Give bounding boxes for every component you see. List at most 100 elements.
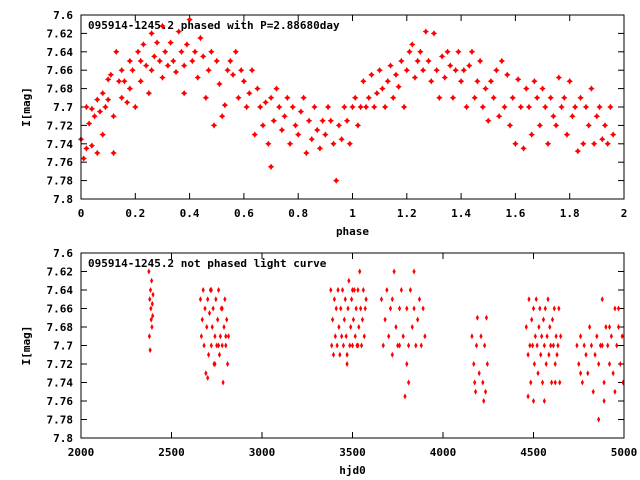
x-tick-label: 4000 bbox=[430, 446, 457, 459]
data-point bbox=[566, 78, 573, 85]
data-point bbox=[110, 113, 117, 120]
data-point bbox=[137, 57, 144, 65]
data-point bbox=[523, 85, 530, 92]
data-point bbox=[524, 324, 528, 330]
data-point bbox=[353, 333, 357, 340]
data-point bbox=[419, 342, 423, 349]
data-point bbox=[504, 71, 511, 78]
data-point bbox=[371, 103, 378, 111]
data-point bbox=[417, 48, 424, 55]
data-point bbox=[536, 370, 540, 377]
data-point bbox=[585, 122, 592, 129]
data-point bbox=[349, 324, 353, 330]
data-point bbox=[199, 53, 207, 60]
data-point bbox=[207, 310, 212, 317]
data-point bbox=[343, 296, 347, 303]
data-point bbox=[201, 287, 205, 293]
data-point bbox=[350, 287, 355, 293]
data-point bbox=[477, 370, 481, 377]
data-point bbox=[548, 324, 552, 330]
data-point bbox=[468, 48, 476, 55]
data-point bbox=[226, 361, 230, 367]
data-point bbox=[180, 62, 188, 69]
data-point bbox=[189, 57, 196, 65]
data-point bbox=[118, 94, 125, 101]
data-point bbox=[216, 316, 220, 323]
data-point bbox=[229, 71, 237, 78]
data-point bbox=[535, 342, 539, 349]
data-point bbox=[224, 342, 228, 349]
data-point bbox=[471, 94, 478, 101]
data-point bbox=[618, 361, 622, 367]
y-tick-label: 7.66 bbox=[47, 64, 74, 77]
data-point bbox=[208, 48, 215, 55]
data-point bbox=[132, 103, 139, 111]
data-point bbox=[533, 94, 541, 101]
data-point bbox=[156, 57, 163, 65]
data-point bbox=[479, 333, 483, 340]
data-point bbox=[361, 287, 365, 293]
data-point bbox=[351, 316, 356, 323]
data-point bbox=[319, 117, 326, 124]
data-point bbox=[220, 342, 224, 349]
data-point bbox=[151, 53, 158, 60]
data-point bbox=[251, 131, 258, 138]
data-point bbox=[481, 379, 485, 386]
data-point bbox=[444, 48, 451, 55]
data-point bbox=[597, 361, 601, 367]
data-point bbox=[335, 342, 339, 349]
data-point bbox=[337, 324, 341, 330]
data-point bbox=[340, 287, 345, 293]
data-point bbox=[405, 305, 409, 312]
data-point bbox=[438, 53, 446, 60]
data-point bbox=[421, 305, 425, 312]
data-point bbox=[571, 103, 579, 111]
data-point bbox=[401, 333, 405, 340]
data-point bbox=[330, 342, 334, 349]
data-point bbox=[580, 140, 587, 147]
data-point bbox=[531, 305, 536, 312]
data-point bbox=[265, 140, 272, 147]
data-point bbox=[345, 361, 349, 367]
data-point bbox=[423, 333, 427, 340]
data-point bbox=[534, 296, 538, 303]
unphased-y-axis-title: I[mag] bbox=[20, 326, 33, 366]
data-point bbox=[482, 398, 486, 404]
y-tick-label: 7.72 bbox=[47, 119, 74, 132]
y-tick-label: 7.74 bbox=[47, 377, 74, 390]
y-tick-label: 7.68 bbox=[47, 321, 74, 334]
data-point bbox=[379, 296, 384, 303]
data-point bbox=[340, 333, 344, 340]
data-point bbox=[417, 296, 422, 303]
data-point bbox=[352, 287, 356, 293]
data-point bbox=[198, 296, 203, 303]
data-point bbox=[180, 90, 188, 97]
data-point bbox=[472, 361, 476, 367]
data-point bbox=[357, 103, 364, 111]
data-point bbox=[558, 379, 562, 386]
data-point bbox=[338, 351, 342, 358]
data-point bbox=[597, 416, 601, 423]
data-point bbox=[414, 57, 421, 65]
data-point bbox=[407, 379, 411, 386]
data-point bbox=[142, 62, 150, 69]
data-point bbox=[197, 34, 204, 42]
data-point bbox=[531, 78, 538, 85]
y-tick-label: 7.62 bbox=[47, 266, 74, 279]
data-point bbox=[600, 296, 604, 303]
data-point bbox=[541, 316, 546, 323]
data-point bbox=[224, 333, 228, 340]
data-point bbox=[449, 94, 457, 101]
data-point bbox=[428, 78, 435, 85]
data-point bbox=[388, 305, 393, 312]
data-point bbox=[147, 333, 152, 340]
data-point bbox=[243, 103, 250, 111]
data-point bbox=[526, 351, 530, 358]
data-point bbox=[281, 113, 288, 120]
data-point bbox=[495, 113, 503, 120]
data-point bbox=[602, 379, 606, 386]
data-point bbox=[601, 122, 609, 129]
data-point bbox=[347, 277, 351, 284]
data-point bbox=[536, 122, 544, 129]
data-point bbox=[550, 316, 555, 323]
